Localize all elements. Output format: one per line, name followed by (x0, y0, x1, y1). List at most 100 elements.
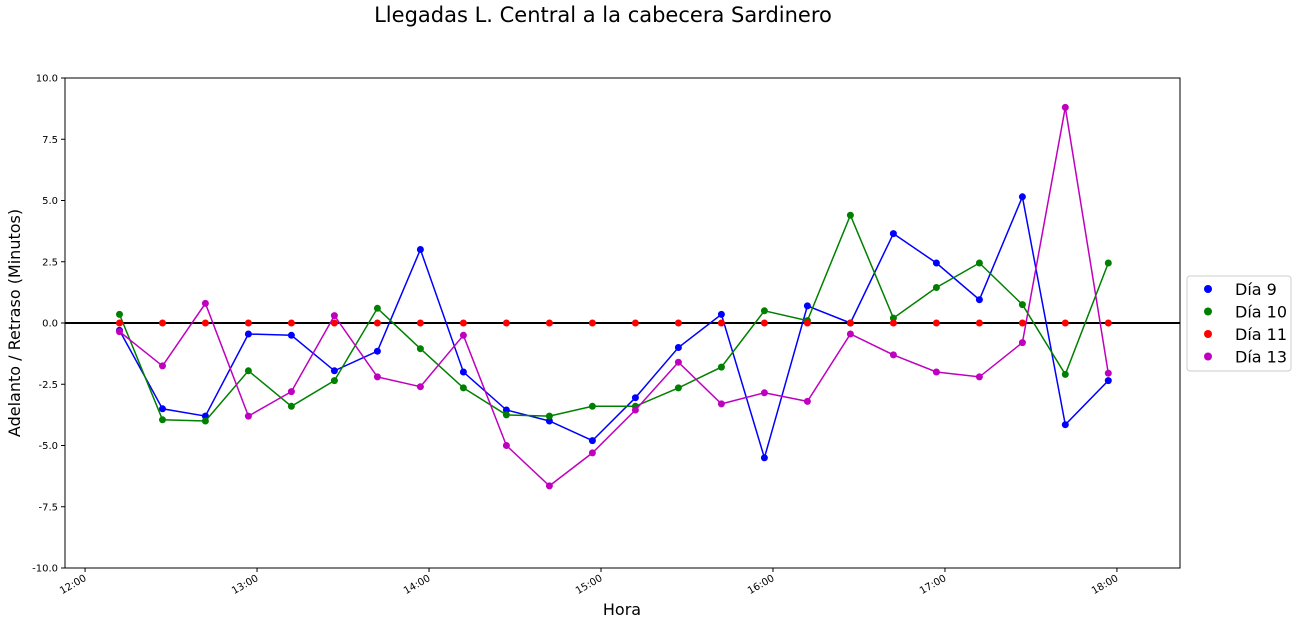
data-point (1104, 319, 1112, 327)
series-group (116, 103, 1112, 490)
data-point (588, 402, 596, 410)
data-point (631, 319, 639, 327)
data-point (287, 319, 295, 327)
legend: Día 9 Día 10 Día 11 Día 13 (1186, 275, 1292, 372)
data-point (545, 417, 553, 425)
data-point (717, 363, 725, 371)
data-point (330, 377, 338, 385)
data-point (1018, 319, 1026, 327)
y-tick-label: -5.0 (38, 441, 58, 452)
data-point (717, 319, 725, 327)
data-point (116, 319, 123, 327)
data-point (588, 437, 596, 445)
data-point (932, 284, 940, 291)
y-tick-label: 2.5 (42, 257, 58, 268)
data-point (674, 344, 682, 351)
legend-marker (1204, 330, 1212, 338)
data-point (760, 319, 768, 327)
data-point (244, 330, 252, 338)
data-point (545, 319, 553, 327)
data-point (373, 319, 381, 327)
data-point (459, 331, 467, 339)
series-3 (116, 319, 1112, 327)
data-point (803, 319, 811, 327)
y-tick-label: -10.0 (32, 564, 58, 575)
data-point (330, 367, 338, 375)
data-point (416, 319, 424, 327)
data-point (502, 442, 510, 449)
data-point (373, 347, 381, 355)
data-point (846, 211, 854, 219)
data-point (846, 319, 854, 327)
series-line (118, 213, 1109, 422)
data-point (201, 299, 209, 307)
data-point (975, 373, 983, 381)
data-point (373, 373, 381, 381)
data-point (1104, 259, 1112, 267)
y-tick-label: 10.0 (36, 74, 58, 85)
data-point (244, 412, 252, 420)
data-point (502, 411, 510, 419)
data-point (1104, 369, 1112, 377)
data-point (674, 358, 682, 366)
data-point (1061, 319, 1069, 327)
data-point (889, 319, 897, 327)
data-point (717, 400, 725, 408)
data-point (803, 397, 811, 405)
data-point (975, 259, 983, 267)
data-point (674, 319, 682, 327)
data-point (545, 482, 553, 490)
data-point (631, 394, 639, 402)
data-point (459, 319, 467, 327)
legend-label: Día 10 (1235, 303, 1287, 322)
data-point (1061, 370, 1069, 378)
data-point (1018, 339, 1026, 347)
data-point (1018, 193, 1026, 201)
data-point (1018, 301, 1026, 309)
data-point (846, 330, 854, 338)
y-tick-label: 7.5 (42, 135, 58, 146)
data-point (932, 319, 940, 327)
y-tick-label: -7.5 (38, 502, 58, 513)
data-point (159, 416, 166, 424)
axis-ticks: -10.0 -7.5 -5.0 -2.5 0.0 2.5 5.0 7.5 10.0 12:00 13… (32, 74, 1120, 598)
data-point (760, 307, 768, 315)
data-point (116, 328, 123, 336)
data-point (932, 259, 940, 267)
data-point (159, 405, 166, 413)
y-tick-label: 5.0 (42, 196, 58, 207)
data-point (373, 304, 381, 312)
data-point (459, 368, 467, 376)
legend-label: Día 9 (1235, 280, 1277, 299)
data-point (1061, 421, 1069, 429)
x-tick-label: 14:00 (402, 573, 432, 597)
x-axis-label: Hora (603, 600, 641, 619)
data-point (674, 384, 682, 392)
x-tick-label: 13:00 (230, 573, 260, 597)
data-point (330, 312, 338, 320)
data-point (330, 319, 338, 327)
data-point (287, 402, 295, 410)
legend-label: Día 11 (1235, 325, 1287, 344)
data-point (717, 310, 725, 318)
data-point (244, 319, 252, 327)
data-point (502, 406, 510, 414)
series-line (118, 194, 1109, 461)
series-4 (116, 103, 1112, 490)
data-point (889, 314, 897, 322)
data-point (803, 302, 811, 310)
x-tick-label: 18:00 (1090, 573, 1120, 597)
legend-marker (1204, 307, 1212, 316)
data-point (975, 296, 983, 304)
data-point (1061, 103, 1069, 111)
data-point (116, 310, 123, 318)
y-axis-label: Adelanto / Retraso (Minutos) (5, 209, 24, 437)
data-point (975, 319, 983, 327)
x-tick-label: 17:00 (918, 573, 948, 597)
data-point (760, 454, 768, 462)
data-point (201, 319, 209, 327)
data-point (244, 367, 252, 375)
legend-marker (1204, 285, 1212, 293)
data-point (588, 319, 596, 327)
